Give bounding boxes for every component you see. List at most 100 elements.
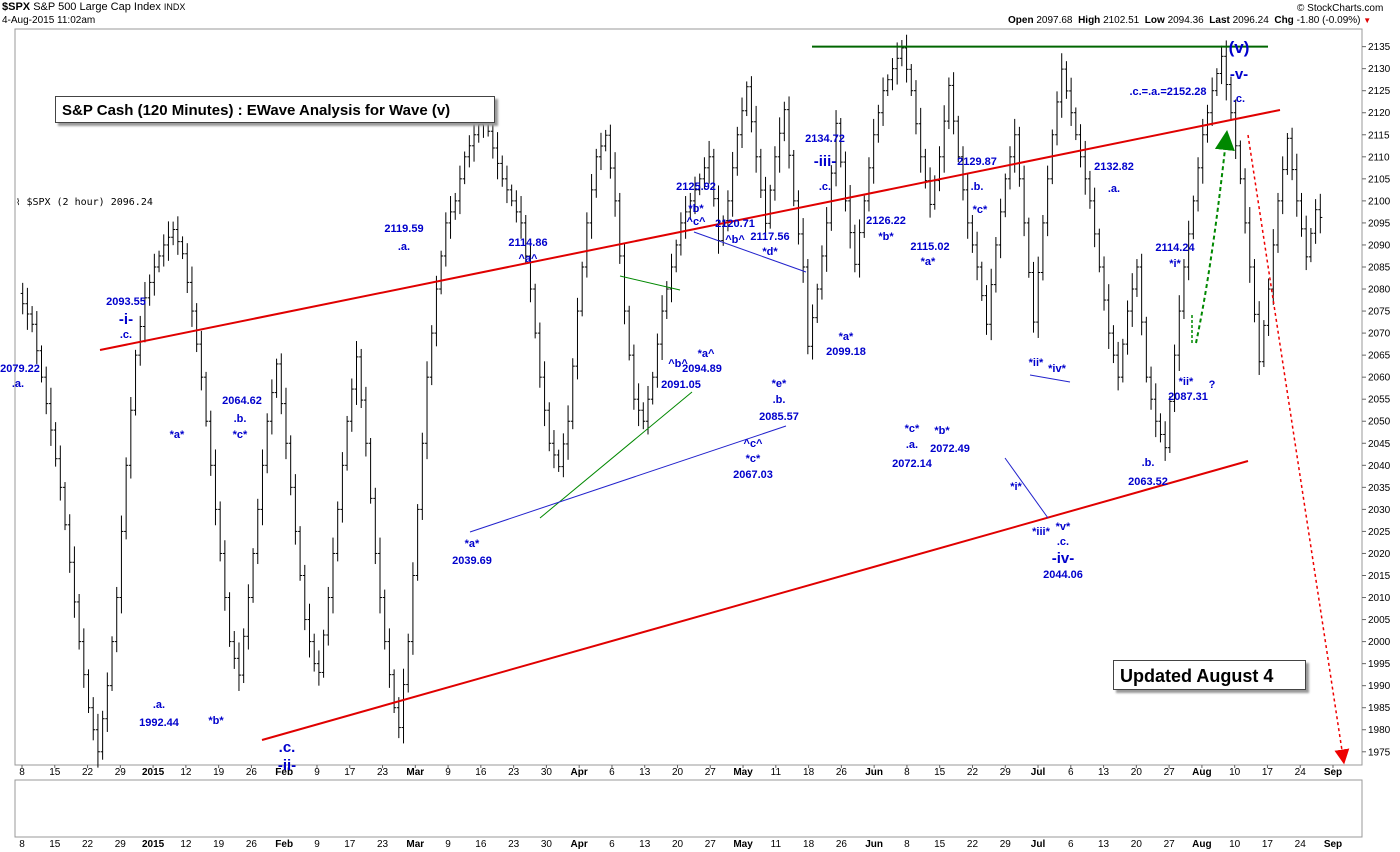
lower-x-tick-label: 15 [934,839,946,850]
y-tick-label: 2120 [1368,108,1391,119]
x-tick-label: Sep [1324,767,1342,778]
wave-annotation: .a. [398,241,410,253]
x-tick-label: 9 [445,767,451,778]
lower-x-tick-label: 22 [967,839,979,850]
lower-x-tick-label: 6 [1068,839,1074,850]
lower-x-tick-label: 29 [1000,839,1012,850]
trend-support-line [469,425,787,533]
wave-annotation: 2129.87 [957,156,997,168]
x-tick-label: 22 [967,767,979,778]
wave-annotation: *i* [1010,481,1022,493]
symbol: $SPX [2,1,31,13]
quote-chg: -1.80 (-0.09%) [1296,15,1361,26]
x-tick-label: Apr [571,767,588,778]
x-tick-label: 8 [904,767,910,778]
y-tick-label: 2050 [1368,417,1391,428]
wave-annotation: 1992.44 [139,717,180,729]
chart-legend-text: $SPX (2 hour) 2096.24 [26,197,153,208]
lower-panel [14,779,1363,838]
wave-annotation: *a^ [698,348,715,360]
x-tick-label: 20 [1131,767,1143,778]
wave-annotation: .b. [234,413,247,425]
lower-x-tick-label: 19 [213,839,225,850]
x-tick-label: 13 [1098,767,1110,778]
x-tick-label: 26 [246,767,258,778]
wave-annotation: .a. [1108,183,1120,195]
x-tick-label: 2015 [142,767,165,778]
y-tick-label: 2025 [1368,527,1391,538]
wave-annotation: 2093.55 [106,296,146,308]
brand: © StockCharts.com [1297,3,1384,14]
plot-frame [14,28,1363,766]
y-tick-label: 1975 [1368,747,1391,758]
y-tick-label: 2075 [1368,307,1391,318]
wave-annotation: 2126.22 [866,215,906,227]
x-tick-label: 17 [344,767,356,778]
wave-annotation: -i- [119,311,133,328]
lower-x-tick-label: 17 [344,839,356,850]
title-box: S&P Cash (120 Minutes) : EWave Analysis … [55,96,495,123]
quote-line: Open 2097.68 High 2102.51 Low 2094.36 La… [1008,15,1372,26]
y-tick-label: 2105 [1368,174,1391,185]
wave-annotation: ? [1209,379,1216,391]
x-tick-label: 10 [1229,767,1241,778]
x-tick-label: 11 [771,767,782,778]
y-tick-label: 2055 [1368,395,1391,406]
down-arrow-icon: ▼ [1363,16,1372,25]
wave-annotation: *iv* [1048,363,1066,375]
lower-x-tick-label: 13 [1098,839,1110,850]
y-tick-label: 2080 [1368,285,1391,296]
x-tick-label: 17 [1262,767,1274,778]
wave-annotation: 2072.49 [930,443,970,455]
chart-legend: ⌇ $SPX (2 hour) 2096.24 [16,197,153,208]
lower-x-tick-label: May [733,839,753,850]
x-tick-label: Mar [406,767,424,778]
wave-annotation: *a* [921,256,936,268]
x-tick-label: 22 [82,767,94,778]
wave-annotation: 2064.62 [222,395,262,407]
wave-annotation: 2087.31 [1168,391,1208,403]
wave-annotation: .c. [819,181,831,193]
lower-x-tick-label: 24 [1295,839,1307,850]
wave-annotation: -v- [1230,66,1248,83]
wave-annotation: .c. [279,739,296,756]
x-tick-label: 6 [609,767,615,778]
wave-annotation: .a. [906,439,918,451]
wave-i-line [1004,457,1049,519]
wave-annotation: *c* [905,423,920,435]
chart-legend-icon: ⌇ [16,198,21,208]
wave-annotation: *a* [170,429,185,441]
lower-x-tick-label: Jun [865,839,883,850]
x-tick-label: 23 [508,767,520,778]
lower-x-tick-label: 10 [1229,839,1241,850]
wave-annotation: -iv- [1052,550,1075,567]
x-tick-label: 24 [1295,767,1307,778]
x-tick-label: 20 [672,767,684,778]
y-tick-label: 2020 [1368,549,1391,560]
lower-x-tick-label: 9 [445,839,451,850]
wave-annotation: 2119.59 [384,223,423,235]
y-tick-label: 2130 [1368,64,1391,75]
wave-annotation: 2099.18 [826,346,866,358]
wave-annotation: .c. [1057,536,1069,548]
x-tick-label: May [733,767,753,778]
lower-x-tick-label: 30 [541,839,553,850]
wave-annotation: (v) [1229,38,1250,57]
wave-annotation: 2134.72 [805,133,845,145]
wave-annotation: 2044.06 [1043,569,1083,581]
wave-annotation: -ii- [278,757,296,774]
wave-annotation: *a* [839,331,854,343]
wave-annotation: 2132.82 [1094,161,1134,173]
wave-annotation: 2094.89 [682,363,722,375]
lower-x-tick-label: Jul [1031,839,1046,850]
x-tick-label: 19 [213,767,225,778]
lower-x-tick-label: 18 [803,839,815,850]
x-tick-label: Aug [1192,767,1211,778]
wave-annotation: .c. [120,329,132,341]
y-tick-label: 2065 [1368,351,1391,362]
y-tick-label: 2090 [1368,240,1391,251]
y-tick-label: 2000 [1368,637,1391,648]
x-tick-label: 29 [115,767,127,778]
lower-x-tick-label: 12 [180,839,192,850]
lower-x-tick-label: 26 [246,839,258,850]
